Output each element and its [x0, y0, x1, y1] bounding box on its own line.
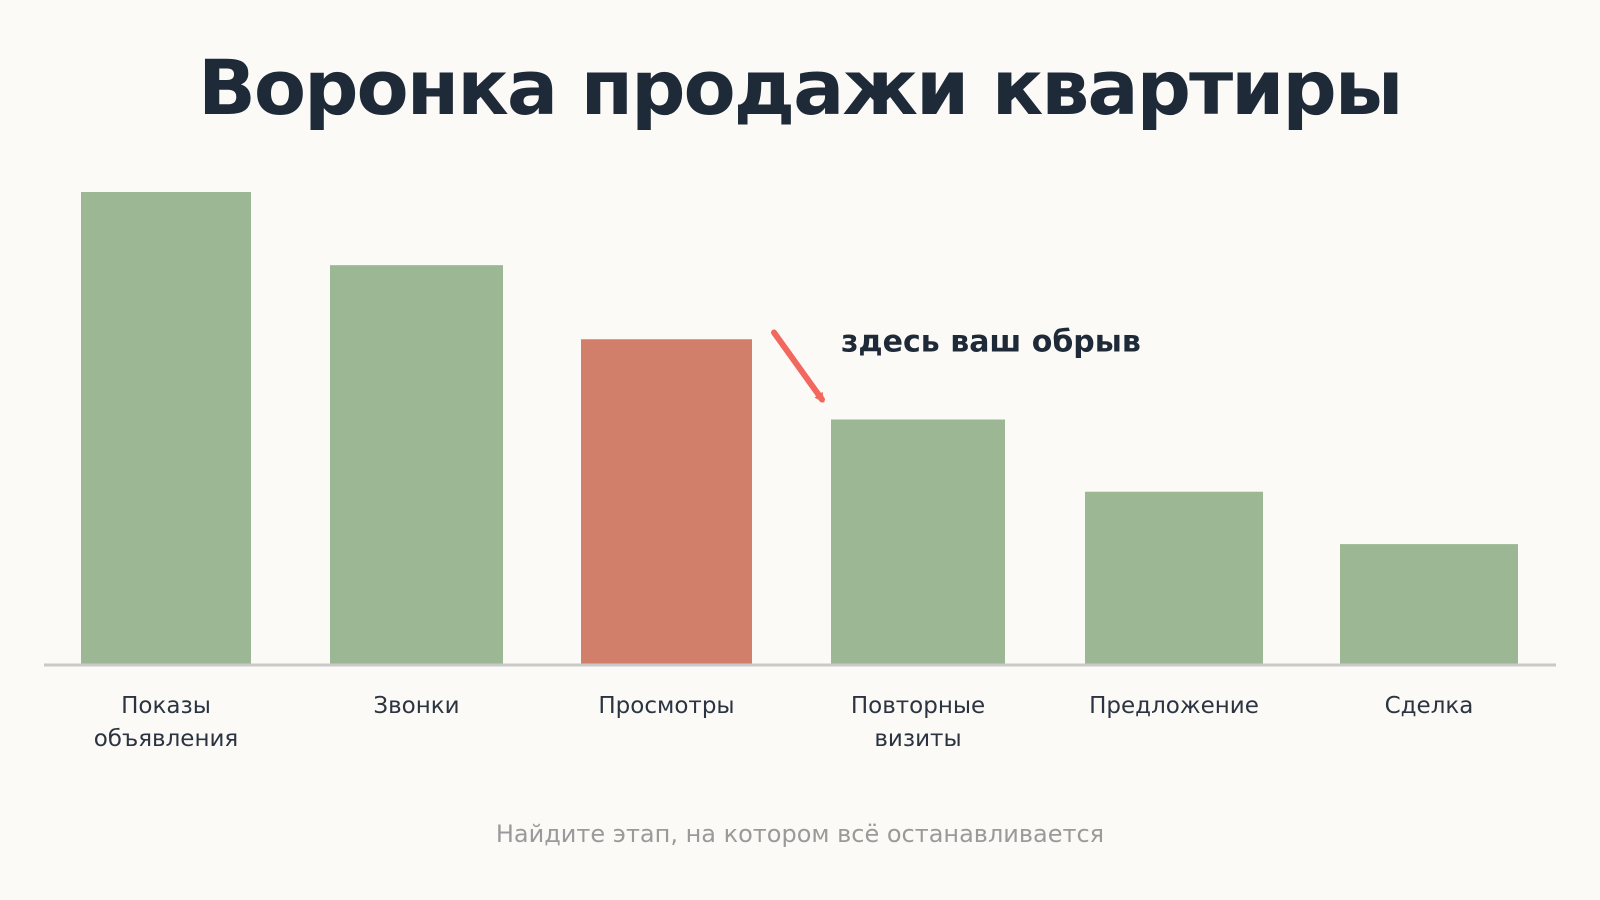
- category-label-line: визиты: [874, 726, 961, 752]
- category-label-stage-5: Предложение: [1089, 693, 1259, 719]
- category-label-line: Сделка: [1385, 693, 1474, 719]
- bar-stage-1: [81, 192, 251, 664]
- annotation-group: здесь ваш обрыв: [771, 325, 1141, 403]
- bar-stage-4: [831, 419, 1005, 664]
- category-label-line: Повторные: [851, 693, 985, 719]
- category-label-stage-3: Просмотры: [598, 693, 734, 719]
- category-labels-group: Показы объявления Звонки Просмотры Повторные…: [94, 693, 1474, 752]
- category-label-stage-2: Звонки: [373, 693, 459, 719]
- bar-stage-3: [581, 339, 752, 664]
- bar-stage-6: [1340, 544, 1518, 664]
- bars-group: [81, 192, 1518, 664]
- category-label-stage-4: Повторные визиты: [851, 693, 985, 752]
- funnel-bar-chart: Показы объявления Звонки Просмотры Повторные…: [44, 192, 1556, 752]
- annotation-arrow: [771, 329, 825, 403]
- annotation-text: здесь ваш обрыв: [841, 325, 1141, 360]
- category-label-line: объявления: [94, 726, 239, 752]
- category-label-stage-1: Показы объявления: [94, 693, 239, 752]
- bar-stage-2: [330, 265, 503, 664]
- category-label-line: Предложение: [1089, 693, 1259, 719]
- category-label-line: Просмотры: [598, 693, 734, 719]
- category-label-stage-6: Сделка: [1385, 693, 1474, 719]
- footnote: Найдите этап, на котором всё останавлива…: [495, 820, 1105, 848]
- category-label-line: Звонки: [373, 693, 459, 719]
- bar-stage-5: [1085, 491, 1263, 664]
- category-label-line: Показы: [121, 693, 211, 719]
- page-title: Воронка продажи квартиры: [198, 43, 1404, 132]
